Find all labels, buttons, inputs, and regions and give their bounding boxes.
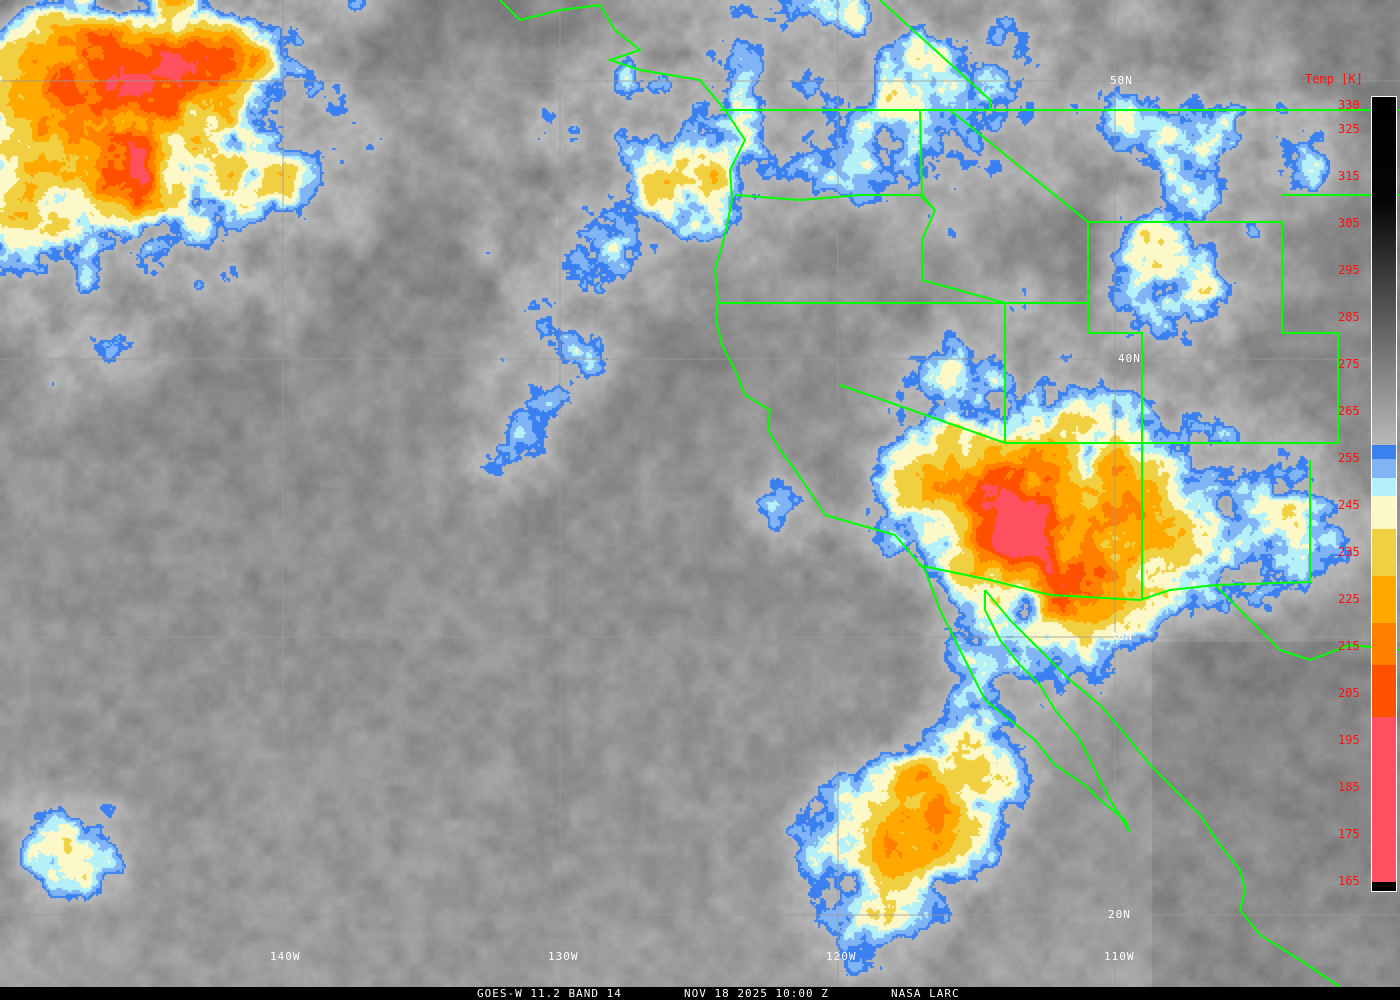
lat-label-40n: 40N <box>1118 352 1141 365</box>
lat-label-50n: 50N <box>1110 74 1133 87</box>
border-bc <box>879 0 991 110</box>
border-idaho <box>919 109 1006 304</box>
colorbar-tick-label: 235 <box>1338 544 1360 559</box>
border-us-mexico <box>917 564 1400 662</box>
temperature-colorbar <box>1371 96 1397 892</box>
border-mt <box>949 109 1089 303</box>
lon-label-130w: 130W <box>548 950 579 963</box>
colorbar-tick-label: 315 <box>1338 168 1360 183</box>
border-nm <box>1214 460 1311 586</box>
colorbar-tick-label: 325 <box>1338 121 1360 136</box>
coastline-west <box>499 0 926 571</box>
colorbar-tick-label: 255 <box>1338 450 1360 465</box>
caption-datetime: NOV 18 2025 10:00 Z <box>684 987 829 1000</box>
colorbar-segment <box>1372 458 1396 478</box>
colorbar-tick-label: 175 <box>1338 826 1360 841</box>
colorbar-tick-label: 285 <box>1338 309 1360 324</box>
border-nv-ca <box>839 303 1006 445</box>
colorbar-segment <box>1372 665 1396 718</box>
lon-label-110w: 110W <box>1104 950 1135 963</box>
colorbar-tick-label: 275 <box>1338 356 1360 371</box>
caption-source: NASA LARC <box>891 987 960 1000</box>
colorbar-segment <box>1372 496 1396 530</box>
lat-label-30n: 30N <box>1110 630 1133 643</box>
colorbar-tick-label: 295 <box>1338 262 1360 277</box>
colorbar-tick-label: 165 <box>1338 873 1360 888</box>
coastline-gulf <box>984 590 1131 833</box>
colorbar-title: Temp [K] <box>1305 72 1363 86</box>
lon-label-120w: 120W <box>826 950 857 963</box>
caption-band: GOES-W 11.2 BAND 14 <box>477 987 622 1000</box>
border-nv-ut <box>1005 302 1143 444</box>
border-wy <box>1088 221 1339 443</box>
colorbar-segment <box>1372 717 1396 882</box>
colorbar-tick-label: 195 <box>1338 732 1360 747</box>
coastline-mexico <box>984 589 1341 987</box>
lat-label-20n: 20N <box>1108 908 1131 921</box>
colorbar-tick-label: 225 <box>1338 591 1360 606</box>
colorbar-tick-label: 305 <box>1338 215 1360 230</box>
colorbar-segment <box>1372 477 1396 497</box>
caption-bar: GOES-W 11.2 BAND 14 NOV 18 2025 10:00 Z … <box>0 987 1400 1000</box>
border-wa-or <box>734 194 936 211</box>
colorbar-segment <box>1372 576 1396 624</box>
colorbar-segment <box>1372 881 1396 891</box>
colorbar-tick-label: 215 <box>1338 638 1360 653</box>
colorbar-tick-label: 205 <box>1338 685 1360 700</box>
coastline-baja-pacific <box>924 569 1131 833</box>
colorbar-segment <box>1372 529 1396 577</box>
colorbar-segment <box>1372 444 1396 459</box>
colorbar-tick-label: 330 <box>1338 98 1360 113</box>
colorbar-segment <box>1372 623 1396 666</box>
colorbar-tick-label: 265 <box>1338 403 1360 418</box>
boundaries <box>499 0 1400 987</box>
colorbar-segment <box>1372 97 1396 445</box>
lon-label-140w: 140W <box>270 950 301 963</box>
colorbar-tick-label: 245 <box>1338 497 1360 512</box>
colorbar-tick-label: 185 <box>1338 779 1360 794</box>
